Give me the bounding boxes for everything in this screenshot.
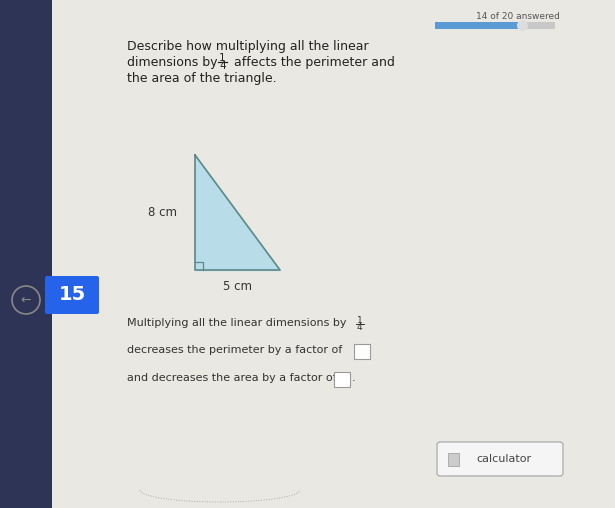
Bar: [334, 372, 350, 387]
Bar: [435, 22, 519, 29]
Text: affects the perimeter and: affects the perimeter and: [230, 56, 395, 69]
FancyBboxPatch shape: [45, 276, 99, 314]
Text: 8 cm: 8 cm: [148, 206, 178, 219]
Bar: [435, 22, 555, 29]
Text: ←: ←: [21, 294, 31, 306]
Bar: [0, 0, 52, 508]
Text: .: .: [352, 373, 355, 383]
Text: 14 of 20 answered: 14 of 20 answered: [476, 12, 560, 21]
Text: and decreases the area by a factor of: and decreases the area by a factor of: [127, 373, 336, 383]
FancyBboxPatch shape: [437, 442, 563, 476]
Text: the area of the triangle.: the area of the triangle.: [127, 72, 277, 85]
Circle shape: [517, 20, 528, 31]
Bar: [354, 344, 370, 359]
Text: calculator: calculator: [477, 454, 531, 464]
Text: 1: 1: [219, 53, 226, 63]
Text: Multiplying all the linear dimensions by: Multiplying all the linear dimensions by: [127, 318, 350, 328]
Text: 4: 4: [357, 323, 363, 332]
FancyBboxPatch shape: [448, 453, 459, 465]
Text: 15: 15: [58, 285, 85, 304]
Text: 1: 1: [357, 316, 363, 325]
Text: 5 cm: 5 cm: [223, 279, 252, 293]
Text: dimensions by: dimensions by: [127, 56, 221, 69]
Polygon shape: [195, 155, 280, 270]
Text: Describe how multiplying all the linear: Describe how multiplying all the linear: [127, 40, 368, 53]
Text: decreases the perimeter by a factor of: decreases the perimeter by a factor of: [127, 345, 343, 355]
Text: 4: 4: [219, 61, 226, 71]
